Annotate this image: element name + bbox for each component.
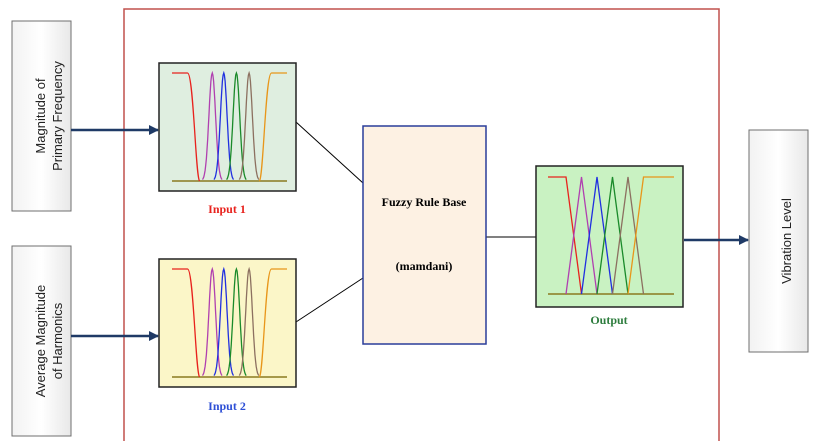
mf-left-shoulder [172, 268, 201, 378]
system-boundary-frame [123, 8, 720, 441]
output-membership-panel: Output [535, 165, 684, 327]
mf-curve [580, 176, 614, 295]
fuzzy-rule-base-block: Fuzzy Rule Base (mamdani) [362, 125, 487, 345]
mf-right-shoulder [258, 268, 287, 378]
mf-curve [596, 176, 629, 295]
input-box-harmonics: Average Magnitude of Harmonics [11, 245, 72, 437]
output-membership-functions [548, 176, 674, 295]
input-label-1-line2: Primary Frequency [50, 61, 65, 171]
mf-curve [238, 266, 260, 376]
mf-right-shoulder [258, 72, 287, 182]
rule-base-subtitle: (mamdani) [396, 259, 453, 273]
input-label-2-line1: Average Magnitude [33, 285, 48, 398]
input1-membership-panel: Input 1 [158, 62, 297, 216]
mf-curve [238, 70, 260, 180]
input2-membership-functions [172, 266, 287, 378]
input1-caption: Input 1 [208, 202, 246, 216]
input1-membership-functions [172, 70, 287, 182]
connector-input2-rules [295, 277, 364, 323]
mf-right-shoulder [627, 176, 674, 295]
connector-input1-rules [295, 121, 364, 184]
output-box-vibration-level: Vibration Level [748, 129, 809, 353]
mf-curve [201, 266, 223, 376]
mf-curve [611, 176, 645, 295]
input2-caption: Input 2 [208, 399, 246, 413]
output-label: Vibration Level [779, 198, 794, 284]
mf-curve [201, 70, 223, 180]
output-caption: Output [590, 313, 627, 327]
input-label-1-line1: Magnitude of [33, 78, 48, 154]
input-box-primary-frequency: Magnitude of Primary Frequency [11, 20, 72, 212]
mf-left-shoulder [548, 176, 583, 295]
input-label-2-line2: of Harmonics [50, 302, 65, 379]
mf-curve [565, 176, 598, 295]
mf-left-shoulder [172, 72, 201, 182]
input2-membership-panel: Input 2 [158, 258, 297, 413]
rule-base-title: Fuzzy Rule Base [382, 195, 467, 209]
